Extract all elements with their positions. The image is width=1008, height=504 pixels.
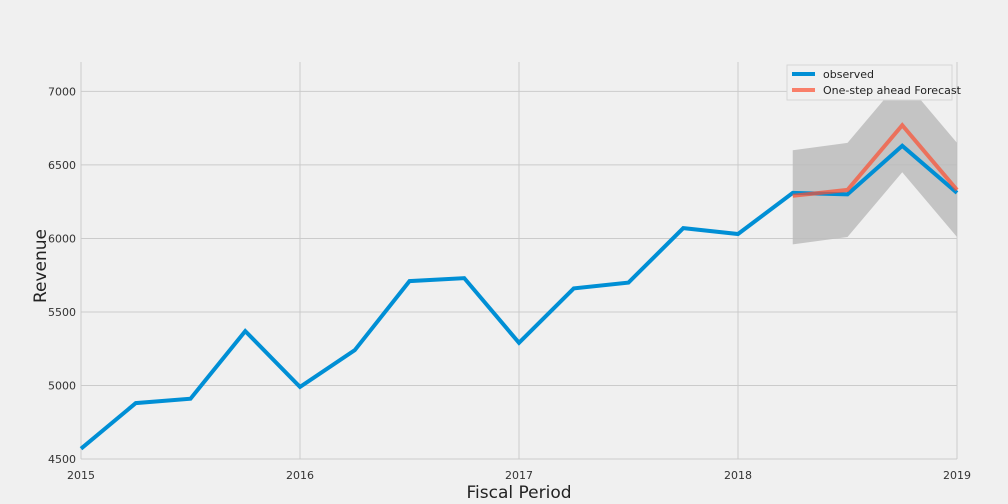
legend: observed One-step ahead Forecast xyxy=(786,64,962,101)
x-tick-label: 2019 xyxy=(943,469,971,482)
x-axis-ticks: 2015 2016 2017 2018 2019 xyxy=(67,469,971,482)
legend-label: observed xyxy=(823,68,874,81)
legend-label: One-step ahead Forecast xyxy=(823,84,962,97)
y-tick-label: 5500 xyxy=(48,306,76,319)
y-axis-title: Revenue xyxy=(31,229,51,303)
y-tick-label: 6000 xyxy=(48,232,76,245)
series-lines xyxy=(79,122,959,451)
y-axis-ticks: 4500 5000 5500 6000 6500 7000 xyxy=(48,85,76,466)
y-tick-label: 4500 xyxy=(48,453,76,466)
y-tick-label: 7000 xyxy=(48,85,76,98)
x-tick-label: 2015 xyxy=(67,469,95,482)
confidence-band-area xyxy=(792,78,957,245)
y-tick-label: 6500 xyxy=(48,159,76,172)
legend-box xyxy=(786,64,953,101)
x-axis-title: Fiscal Period xyxy=(466,483,571,503)
x-tick-label: 2016 xyxy=(286,469,314,482)
series-line-forecast xyxy=(792,122,959,198)
y-tick-label: 5000 xyxy=(48,379,76,392)
confidence-band xyxy=(792,78,957,245)
x-tick-label: 2017 xyxy=(505,469,533,482)
x-tick-label: 2018 xyxy=(724,469,752,482)
